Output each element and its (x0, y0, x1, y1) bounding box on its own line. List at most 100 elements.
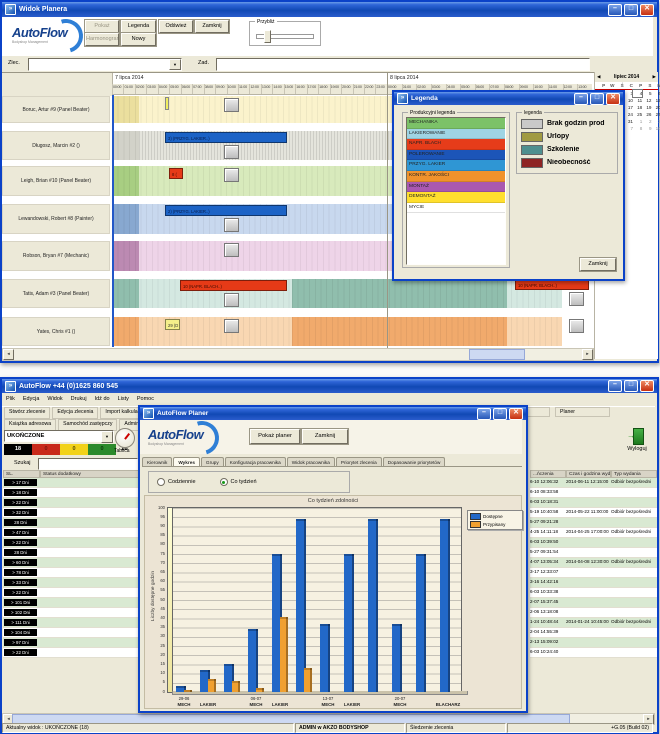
close-icon[interactable]: ✕ (640, 3, 654, 16)
radio-icon[interactable] (219, 478, 228, 486)
task-handle[interactable] (224, 218, 239, 232)
table-row[interactable]: 6-03 10:39:50 (530, 538, 657, 548)
production-legend-item[interactable]: PRZYG. LAKIER (407, 160, 505, 171)
table-row[interactable]: 3-16 14:42:16 (530, 578, 657, 588)
calendar-day[interactable]: 10 (655, 126, 660, 131)
table-row[interactable]: > 104 Dni (3, 628, 139, 638)
tab-grupy[interactable]: Grupy (200, 457, 224, 466)
table-row[interactable]: 6-03 10:18:31 (530, 498, 657, 508)
calendar-day[interactable]: 10 (627, 98, 633, 103)
maximize-icon[interactable]: □ (590, 92, 604, 105)
calendar-day[interactable]: 17 (627, 105, 633, 110)
schedule-band[interactable]: 29 (D (112, 317, 584, 346)
table-row[interactable]: 4-25 14:11:18 2014-04-25 17:00:00 Odbiór b… (530, 528, 657, 538)
calendar-day[interactable]: 1 (639, 119, 643, 124)
legend-titlebar[interactable]: » Legenda – □ ✕ (394, 92, 623, 105)
bar-dostepne[interactable] (296, 519, 306, 692)
bar-dostepne[interactable] (368, 519, 378, 692)
table-row[interactable]: 28 Dni (3, 518, 139, 528)
col-czas-wydania[interactable]: Czas i godzina wyda (566, 470, 611, 478)
toolbar-button[interactable]: Import kalkulacji (100, 407, 148, 419)
table-row[interactable]: > 47 Dni (3, 528, 139, 538)
logout-button[interactable]: → Wyloguj (618, 428, 656, 462)
zoom-slider-thumb[interactable] (264, 30, 271, 43)
table-row[interactable]: > 78 Dni (3, 568, 139, 578)
minimize-icon[interactable]: – (574, 92, 588, 105)
production-legend-item[interactable]: DEMONTAŻ (407, 192, 505, 203)
radio-option[interactable]: Co tydzień (219, 478, 257, 486)
task-bar[interactable] (165, 97, 169, 110)
tab-wykres[interactable]: Wykres (173, 457, 200, 466)
table-row[interactable]: 6-03 10:33:38 (530, 588, 657, 598)
menu-item[interactable]: Plik (6, 396, 15, 402)
calendar-day[interactable]: 11 (637, 98, 643, 103)
menu-item[interactable]: Pomoc (136, 396, 154, 402)
calendar-day[interactable]: 6 (658, 91, 660, 96)
table-row[interactable]: 3-17 12:33:07 (530, 568, 657, 578)
task-bar[interactable]: 2) (PRZYG. LAKIER..) (165, 205, 287, 216)
menu-item[interactable]: Idź do (94, 396, 110, 402)
task-bar[interactable]: 29 (D (165, 319, 180, 330)
calendar-day[interactable]: 7 (630, 126, 633, 131)
task-handle[interactable] (224, 319, 239, 333)
table-row[interactable]: > 32 Dni (3, 508, 139, 518)
refresh-button[interactable]: Odśwież (159, 20, 193, 33)
table-row[interactable]: > 33 Dni (3, 578, 139, 588)
task-bar[interactable]: 3) (PRZYG. LAKIER..) (165, 132, 287, 143)
task-handle[interactable] (569, 319, 584, 333)
task-bar[interactable]: 8 ( (169, 168, 183, 179)
table-row[interactable]: > 17 Dni (3, 478, 139, 488)
tab-priorytet-zlecenia[interactable]: Priorytet zlecenia (335, 457, 382, 466)
close-icon[interactable]: ✕ (509, 407, 523, 420)
bar-przypisany[interactable] (232, 680, 240, 692)
toolbar-button[interactable]: Stwórz zlecenie (4, 407, 51, 419)
bar-dostepne[interactable] (416, 554, 426, 692)
task-handle[interactable] (224, 243, 239, 257)
calendar-prev-icon[interactable]: ◀ (597, 74, 601, 79)
maximize-icon[interactable]: □ (624, 3, 638, 16)
zlec-combobox[interactable]: ▼ (28, 58, 182, 71)
table-row[interactable]: > 102 Dni (3, 608, 139, 618)
show-planer-button[interactable]: Pokaż planer (250, 429, 300, 444)
bar-dostepne[interactable] (392, 623, 402, 692)
tab-kierownik[interactable]: Kierownik (142, 457, 173, 466)
tablica-label[interactable]: Tablica (114, 448, 130, 454)
table-row[interactable]: 5-27 09:31:54 (530, 548, 657, 558)
planer-titlebar[interactable]: » AutoFlow Planer – □ ✕ (140, 407, 526, 420)
scroll-right-icon[interactable]: ► (582, 349, 593, 360)
search-input[interactable] (38, 458, 138, 470)
bar-przypisany[interactable] (256, 688, 264, 692)
production-legend-item[interactable]: POLEROWANIE (407, 149, 505, 161)
chevron-down-icon[interactable]: ▼ (169, 59, 181, 70)
close-button[interactable]: Zamknij (195, 20, 229, 33)
production-legend-item[interactable]: MONTAŻ (407, 181, 505, 193)
toolbar-button[interactable]: Edycja zlecenia (52, 407, 99, 419)
calendar-day[interactable]: 19 (646, 105, 652, 110)
menu-item[interactable]: Listy (117, 396, 129, 402)
calendar-day[interactable]: 5 (648, 91, 652, 96)
calendar-day[interactable]: 26 (646, 112, 652, 117)
legend-button[interactable]: Legenda (121, 20, 156, 33)
bar-dostepne[interactable] (320, 623, 330, 692)
zoom-slider-track[interactable] (256, 34, 314, 39)
table-row[interactable]: 2-06 13:18:08 (530, 608, 657, 618)
bar-dostepne[interactable] (440, 519, 450, 692)
bar-dostepne[interactable] (200, 669, 210, 692)
table-row[interactable]: 28 Dni (3, 548, 139, 558)
calendar-day[interactable]: 9 (648, 126, 652, 131)
production-legend-item[interactable]: MYCIE (407, 202, 505, 214)
new-button[interactable]: Nowy (121, 33, 156, 46)
calendar-day[interactable]: 18 (637, 105, 643, 110)
table-row[interactable]: 6-10 08:33:58 (530, 488, 657, 498)
task-handle[interactable] (224, 145, 239, 159)
production-legend-item[interactable]: MECHANIKA (407, 118, 505, 129)
task-handle[interactable] (569, 292, 584, 306)
calendar-day[interactable]: 24 (627, 112, 633, 117)
table-row[interactable]: 5-19 10:40:58 2014-05-22 11:00:00 Odbiór b… (530, 508, 657, 518)
calendar-day[interactable]: 13 (655, 98, 660, 103)
table-row[interactable]: > 60 Dni (3, 558, 139, 568)
minimize-icon[interactable]: – (608, 380, 622, 392)
table-row[interactable]: 2-13 15:09:02 (530, 638, 657, 648)
table-row[interactable]: > 101 Dni (3, 598, 139, 608)
chevron-down-icon[interactable]: ▼ (101, 431, 113, 443)
